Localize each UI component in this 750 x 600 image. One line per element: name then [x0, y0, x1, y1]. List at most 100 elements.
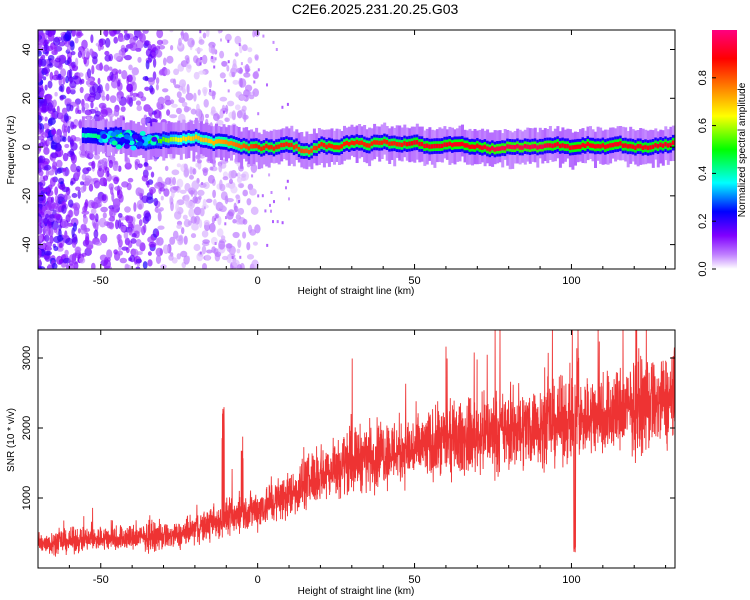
noise-cell [90, 208, 97, 215]
noise-cell [154, 182, 162, 189]
noise-cell [171, 103, 178, 108]
ridge-core [345, 140, 349, 146]
noise-cell [38, 58, 42, 68]
noise-cell [213, 113, 220, 122]
noise-cell [217, 30, 222, 34]
noise-cell [239, 44, 243, 54]
noise-cell [103, 259, 111, 269]
ridge-core [350, 140, 354, 145]
ridge-core [609, 143, 613, 148]
noise-cell [91, 65, 95, 75]
noise-cell [179, 189, 187, 194]
ridge-core [501, 145, 505, 151]
ridge-core [451, 142, 454, 148]
noise-cell [135, 239, 142, 247]
noise-cell [54, 57, 61, 63]
ridge-core [616, 142, 620, 147]
noise-cell [95, 213, 99, 223]
noise-cell [123, 33, 131, 41]
noise-cell [64, 249, 69, 256]
noise-cell [118, 193, 124, 203]
noise-cell [155, 83, 159, 91]
ridge-core [194, 134, 198, 139]
noise-cell [42, 66, 51, 74]
noise-cell [141, 225, 146, 236]
noise-cell [161, 39, 169, 45]
noise-cell [69, 104, 74, 112]
ridge-core [390, 141, 394, 146]
ridge-core [481, 145, 485, 150]
ridge-core [220, 139, 223, 144]
ridge-core [302, 148, 306, 154]
colorbar-tick-label: 0.6 [697, 118, 709, 133]
noise-cell [91, 262, 96, 269]
ridge-core [322, 143, 326, 148]
noise-cell [141, 175, 149, 182]
ridge-core [659, 142, 663, 147]
noise-cell [93, 229, 99, 239]
ridge-core [385, 140, 389, 145]
noise-cell [180, 30, 185, 40]
snr-panel: -50 0 50 100 1000 2000 3000 Height of straight… [6, 329, 676, 597]
noise-cell [43, 164, 52, 171]
ridge-cluster [132, 134, 139, 140]
noise-cell [236, 67, 244, 74]
ridge-core [611, 142, 615, 148]
ridge-core [360, 140, 364, 145]
noise-cell [47, 200, 52, 208]
noise-cell [196, 159, 202, 164]
noise-cell [107, 75, 112, 82]
noise-cell [195, 47, 203, 52]
noise-cell [128, 227, 132, 236]
ridge-core [498, 146, 502, 151]
ridge-core [290, 142, 294, 148]
noise-cell [60, 219, 68, 228]
noise-cell [236, 248, 241, 254]
noise-cell [219, 96, 228, 102]
noise-cell [228, 170, 234, 180]
noise-cell [232, 231, 240, 239]
ridge-core [159, 139, 163, 144]
noise-cell [84, 199, 89, 208]
noise-cell [68, 199, 74, 208]
noise-cell [62, 167, 67, 172]
noise-cell [64, 98, 72, 104]
ridge-core [365, 143, 369, 148]
ridge-core [521, 145, 525, 150]
noise-cell [74, 246, 82, 253]
noise-cell [61, 262, 67, 268]
noise-cell [45, 169, 50, 178]
noise-cell [145, 59, 150, 70]
noise-cell [281, 221, 284, 225]
noise-cell [219, 50, 225, 59]
noise-cell [201, 54, 208, 65]
ridge-core [84, 133, 88, 138]
noise-cell [66, 86, 71, 95]
noise-cell [187, 37, 195, 48]
ridge-core [568, 145, 572, 150]
noise-cell [42, 123, 50, 130]
noise-cell [273, 200, 275, 204]
noise-cell [131, 92, 139, 97]
noise-cell [225, 104, 229, 115]
noise-cell [197, 108, 202, 119]
ridge-core [438, 143, 442, 149]
noise-cell [144, 161, 148, 167]
noise-cell [169, 114, 178, 119]
noise-cell [176, 253, 181, 260]
ridge-core [641, 145, 645, 150]
noise-cell [56, 159, 63, 168]
ridge-core [634, 145, 638, 150]
noise-cell [72, 124, 77, 129]
noise-cell [224, 117, 230, 123]
noise-cell [233, 116, 236, 120]
ridge-core [235, 142, 239, 147]
ridge-core [215, 139, 218, 144]
noise-cell [213, 199, 217, 206]
noise-cell [202, 86, 208, 94]
noise-cell [63, 193, 68, 201]
noise-cell [182, 88, 187, 94]
noise-cell [39, 128, 45, 136]
noise-cell [168, 254, 174, 261]
noise-cell [206, 30, 210, 38]
